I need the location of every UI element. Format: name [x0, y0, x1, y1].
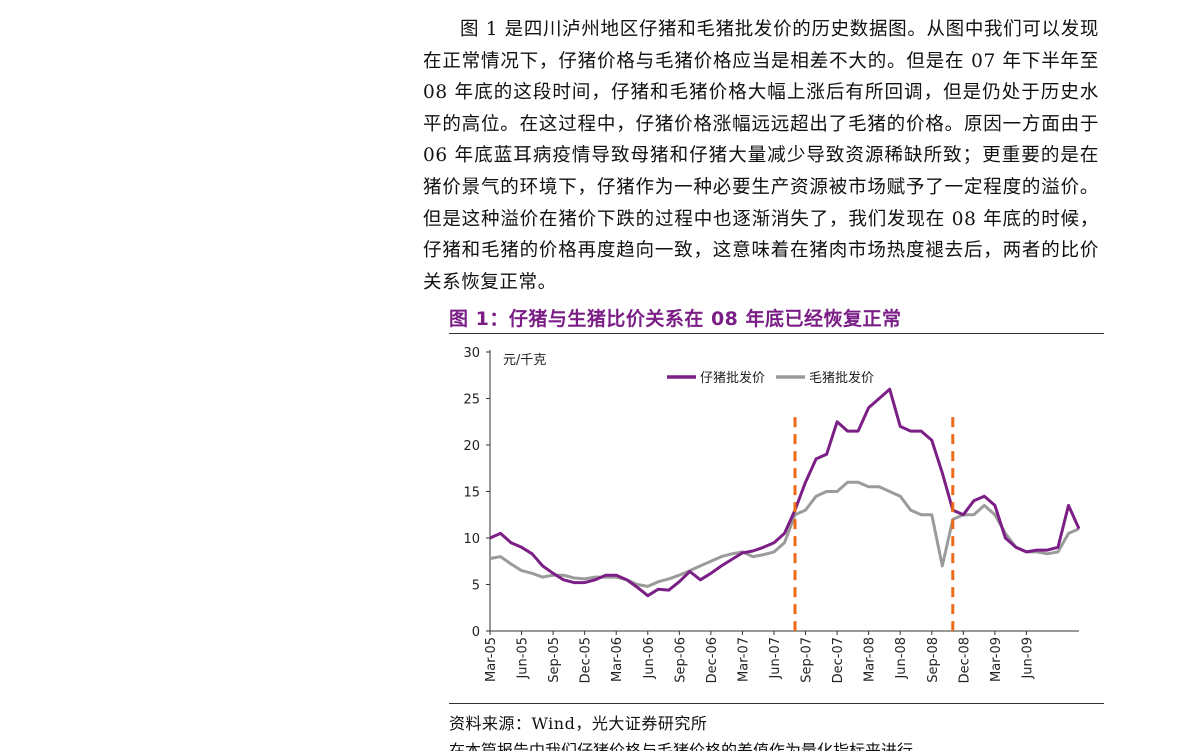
y-axis-ticks: 0 5 10 15 20 25 30 [463, 346, 490, 640]
next-paragraph-fragment: 在本篇报告中我们仔猪价格与毛猪价格的差值作为量化指标来进行 [449, 742, 1089, 751]
x-tick-label: Mar-05 [484, 637, 499, 682]
event-markers [793, 417, 955, 631]
x-tick-label: Jun-09 [1020, 637, 1035, 680]
y-tick-label: 5 [472, 579, 480, 594]
series-line-piglet [489, 387, 1081, 598]
x-tick-label: Jun-06 [642, 637, 657, 680]
x-tick-label: Sep-05 [547, 637, 562, 683]
x-tick-label: Dec-06 [705, 637, 720, 683]
legend-label-piglet: 仔猪批发价 [700, 370, 765, 386]
legend-label-hog: 毛猪批发价 [809, 370, 874, 386]
chart-legend: 仔猪批发价 毛猪批发价 [667, 370, 874, 386]
x-tick-label: Dec-07 [831, 637, 846, 683]
y-tick-label: 0 [472, 625, 480, 640]
chart-axes [489, 350, 1079, 632]
source-note: 资料来源：Wind，光大证券研究所 [449, 714, 708, 733]
figure-bottom-rule [449, 703, 1104, 704]
series-line-hog [489, 480, 1080, 588]
figure-title: 图 1：仔猪与生猪比价关系在 08 年底已经恢复正常 [449, 308, 902, 330]
figure-top-rule [449, 333, 1104, 334]
y-tick-label: 15 [463, 486, 480, 501]
y-unit-label: 元/千克 [503, 353, 546, 368]
x-tick-label: Dec-08 [957, 637, 972, 683]
paragraph-text: 图 1 是四川泸州地区仔猪和毛猪批发价的历史数据图。从图中我们可以发现在正常情况… [423, 19, 1099, 293]
x-tick-label: Jun-08 [894, 637, 909, 680]
x-tick-label: Sep-07 [800, 637, 815, 683]
x-tick-label: Mar-09 [989, 637, 1004, 682]
x-tick-label: Mar-06 [610, 637, 625, 682]
x-tick-label: Mar-07 [736, 637, 751, 682]
x-axis-ticks: Mar-05 Jun-05 Sep-05 Dec-05 Mar-06 Jun-06 Sep-… [484, 631, 1035, 683]
y-tick-label: 10 [463, 532, 480, 547]
x-tick-label: Jun-05 [516, 637, 531, 680]
body-paragraph: 图 1 是四川泸州地区仔猪和毛猪批发价的历史数据图。从图中我们可以发现在正常情况… [423, 14, 1099, 298]
x-tick-label: Mar-08 [863, 637, 878, 682]
y-tick-label: 20 [463, 439, 480, 454]
x-tick-label: Sep-08 [926, 637, 941, 683]
y-tick-label: 30 [463, 346, 480, 361]
x-tick-label: Jun-07 [768, 637, 783, 680]
y-tick-label: 25 [463, 393, 480, 408]
x-tick-label: Dec-05 [579, 637, 594, 683]
series-lines [489, 387, 1081, 598]
x-tick-label: Sep-06 [673, 637, 688, 683]
